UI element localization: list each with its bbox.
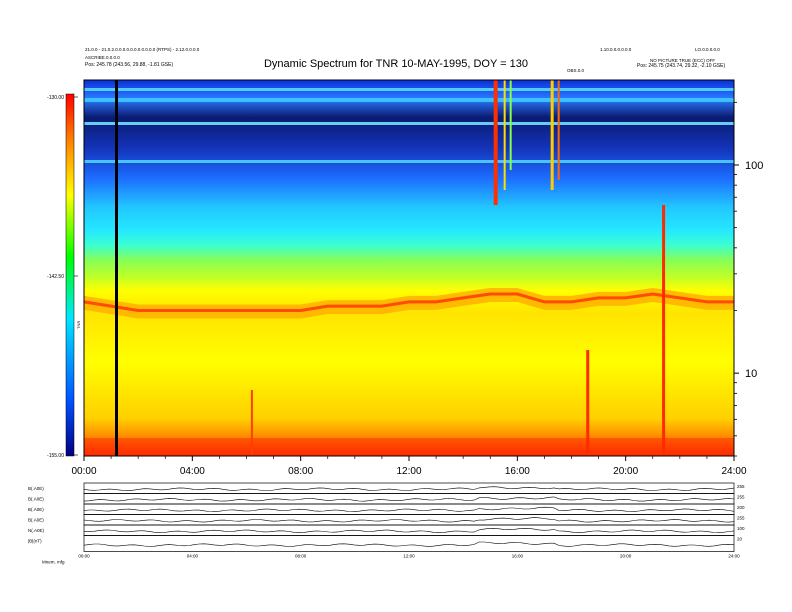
lower-panel-label: |B|(nT) <box>28 539 42 544</box>
meta-right-line-1: 1.10.0.0.0.0.0.0 <box>600 47 632 52</box>
interference-line <box>84 98 734 102</box>
meta-right-line-4: Pos: 245.75 (243.74, 29.32, -2.10 GSE) <box>637 63 726 69</box>
plasma-line <box>83 292 734 312</box>
burst-streak <box>250 390 253 455</box>
lower-time-tick-label: 08:00 <box>295 554 307 559</box>
time-axis: 00:00 04:00 08:00 12:00 16:00 20:00 24:00 <box>71 456 747 477</box>
lower-time-tick-label: 20:00 <box>620 554 632 559</box>
lower-panel-frame <box>83 514 735 526</box>
meta-left-line-3: Pos: 245.78 (243.56, 29.88, -1.81 GSE) <box>85 62 174 68</box>
colorbar-label: TNR <box>76 321 81 329</box>
lower-panel-scale: 255 <box>737 516 745 521</box>
colorbar-tick-label: -142.50 <box>47 274 64 280</box>
lower-time-tick-label: 00:00 <box>78 554 90 559</box>
burst-events <box>250 80 666 455</box>
lower-panel-trace <box>83 527 735 534</box>
lower-panel-trace <box>83 541 735 547</box>
time-tick-label: 16:00 <box>505 466 530 477</box>
colorbar-ticks: -130.00 -142.50 -155.00 <box>47 95 78 459</box>
interference-line <box>84 122 734 125</box>
burst-streak <box>493 80 498 205</box>
colorbar-tick-label: -130.00 <box>47 95 64 101</box>
lower-panels: B(.A0E) 255 B(.A0E) 255 B(.A0E) 200 B(.A0E) 255… <box>28 482 745 565</box>
interference-line <box>84 160 734 163</box>
time-tick-label: 12:00 <box>396 466 421 477</box>
lower-time-tick-label: 12:00 <box>403 554 415 559</box>
spectrum-area <box>84 80 734 456</box>
meta-right-line-2: LO.0.0.0.0.0 <box>695 47 720 52</box>
lower-time-tick-label: 24:00 <box>728 554 740 559</box>
lower-panel-trace <box>83 517 735 523</box>
frequency-tick-label: 10 <box>745 368 757 380</box>
lower-footer-label: Mnem. mfg <box>42 560 65 565</box>
meta-left-line-2: ASCRIBE.0.0.0.0 <box>85 55 120 60</box>
lower-panel-label: B(.A0E) <box>28 507 44 512</box>
lower-panel-scale: 100 <box>737 526 745 531</box>
time-tick-label: 00:00 <box>71 466 96 477</box>
lower-panel-label: B(.A0E) <box>28 518 44 523</box>
vertical-marker-layer <box>115 80 118 456</box>
meta-right-line-3: NO PICTURE TRUE (ECC) OFF <box>650 58 716 63</box>
low-frequency-band <box>84 438 734 456</box>
colorbar-tick-label: -155.00 <box>47 453 64 459</box>
burst-streak <box>557 80 560 180</box>
lower-panel-scale: 200 <box>737 505 745 510</box>
burst-streak <box>586 350 590 455</box>
lower-panel-frame <box>83 535 735 552</box>
plasma-line-band <box>83 288 734 456</box>
time-tick-label: 24:00 <box>721 466 746 477</box>
meta-left-line-1: 21.0.0 - 21.0.2.0.0.0.0.0.0.0.0.0.0.0 (R… <box>85 47 200 52</box>
frequency-tick-label: 100 <box>745 160 763 172</box>
burst-streak <box>503 80 506 190</box>
lower-panel-trace <box>83 486 735 491</box>
interference-bands <box>84 88 734 163</box>
colorbar <box>65 93 75 457</box>
time-tick-label: 08:00 <box>288 466 313 477</box>
time-tick-label: 04:00 <box>180 466 205 477</box>
lower-panel-label: N(.A0E) <box>28 528 45 533</box>
lower-time-tick-label: 16:00 <box>512 554 524 559</box>
burst-streak <box>550 80 554 190</box>
time-tick-label: 20:00 <box>613 466 638 477</box>
lower-panel-label: B(.A0E) <box>28 486 44 491</box>
lower-panel-scale: 255 <box>737 484 745 489</box>
lower-time-tick-label: 04:00 <box>187 554 199 559</box>
lower-panel-label: B(.A0E) <box>28 497 44 502</box>
page-title: Dynamic Spectrum for TNR 10-MAY-1995, DO… <box>263 58 528 70</box>
burst-streak <box>509 80 512 170</box>
lower-panel-scale: 20 <box>737 537 743 542</box>
interference-line <box>84 88 734 91</box>
lower-panel-trace <box>83 506 735 513</box>
frequency-axis: 100 10 <box>734 101 763 457</box>
lower-panel-frame <box>83 493 735 505</box>
burst-streak <box>662 205 666 455</box>
lower-panel-trace <box>83 496 735 502</box>
lower-panel-scale: 255 <box>737 495 745 500</box>
marker-label: OBS.0.0 <box>567 68 585 73</box>
vertical-marker <box>115 80 118 456</box>
